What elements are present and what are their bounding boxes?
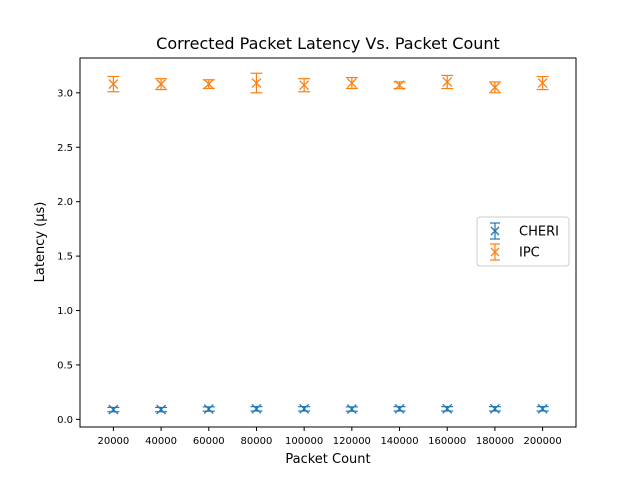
legend-marker-icon: [490, 247, 500, 257]
data-point-marker: [156, 79, 167, 90]
data-point-marker: [108, 404, 119, 415]
data-point-marker: [108, 79, 119, 90]
x-tick-label: 60000: [193, 436, 225, 447]
legend-entry-ipc: IPC: [490, 243, 540, 261]
x-axis-label: Packet Count: [285, 452, 370, 467]
x-tick-label: 200000: [524, 436, 562, 447]
data-point-marker: [394, 403, 405, 414]
x-tick-label: 180000: [476, 436, 514, 447]
y-axis-label: Latency (µs): [33, 202, 48, 283]
data-point-marker: [203, 79, 214, 90]
series-ipc: [107, 72, 549, 94]
data-point-marker: [442, 76, 453, 87]
x-tick-label: 140000: [380, 436, 418, 447]
y-tick-label: 1.0: [57, 306, 73, 317]
x-tick-label: 120000: [333, 436, 371, 447]
x-tick-label: 40000: [145, 436, 177, 447]
data-point-marker: [251, 403, 262, 414]
y-tick-label: 3.0: [57, 88, 73, 99]
series-cheri: [107, 403, 549, 415]
data-point-marker: [489, 403, 500, 414]
data-point-marker: [203, 404, 214, 414]
legend-entry-cheri: CHERI: [490, 222, 559, 240]
data-point-marker: [346, 404, 357, 414]
data-point-marker: [537, 78, 548, 88]
legend-label: CHERI: [519, 225, 559, 240]
data-point-marker: [394, 80, 405, 91]
legend-marker-icon: [490, 226, 500, 236]
x-tick-label: 80000: [241, 436, 273, 447]
y-tick-label: 0.0: [57, 415, 73, 426]
y-axis: 0.0 0.5 1.0 1.5 2.0 2.5 3.0: [57, 88, 80, 426]
y-tick-label: 2.0: [57, 197, 73, 208]
plot-frame: [79, 57, 577, 428]
x-axis: 20000 40000 60000 80000 100000 120000 140000 16…: [97, 427, 562, 447]
y-tick-label: 1.5: [57, 252, 73, 263]
x-tick-label: 100000: [285, 436, 323, 447]
y-tick-label: 2.5: [57, 143, 73, 154]
data-point-marker: [346, 78, 357, 88]
legend-label: IPC: [519, 246, 540, 261]
data-point-marker: [251, 78, 262, 88]
data-point-marker: [489, 82, 500, 93]
x-tick-label: 160000: [428, 436, 466, 447]
y-tick-label: 0.5: [57, 360, 73, 371]
data-point-marker: [156, 404, 167, 415]
chart-title: Corrected Packet Latency Vs. Packet Coun…: [156, 34, 500, 53]
plot-area: [107, 72, 549, 415]
legend-frame: [476, 216, 570, 267]
data-point-marker: [442, 403, 453, 414]
data-point-marker: [299, 403, 310, 414]
x-tick-label: 20000: [97, 436, 129, 447]
data-point-marker: [299, 80, 310, 91]
data-point-marker: [537, 403, 548, 414]
legend: CHERI IPC: [476, 216, 570, 267]
